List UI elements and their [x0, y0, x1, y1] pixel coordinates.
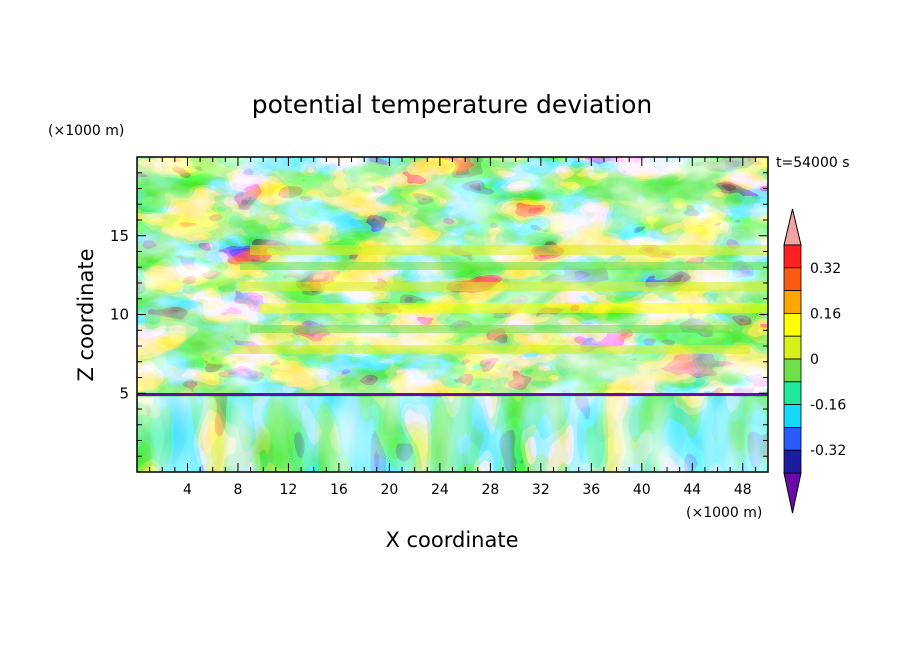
colorbar-swatch	[783, 290, 802, 314]
colorbar-swatch	[783, 426, 802, 451]
colorbar-extend-low	[783, 472, 802, 514]
x-tick-label: 32	[532, 482, 550, 498]
x-axis-label: X coordinate	[385, 528, 518, 552]
colorbar-swatch	[783, 244, 802, 269]
y-axis-label: Z coordinate	[74, 248, 98, 381]
colorbar-extend-high	[783, 208, 802, 246]
y-tick-label: 5	[119, 384, 129, 402]
colorbar-tick-label: 0.32	[810, 261, 841, 277]
field-upper	[137, 157, 768, 397]
boundary-layer-top	[137, 393, 768, 396]
mid-level-bands	[230, 245, 768, 354]
y-tick-label: 10	[110, 306, 129, 324]
colorbar-swatch	[783, 381, 802, 405]
y-unit-label: (×1000 m)	[48, 123, 124, 139]
x-tick-label: 8	[233, 482, 242, 498]
colorbar-swatch	[783, 267, 802, 291]
x-tick-label: 4	[183, 482, 192, 498]
x-tick-label: 16	[330, 482, 348, 498]
field-lower	[137, 395, 768, 472]
colorbar-tick-label: 0	[810, 352, 819, 368]
colorbar-tick-label: -0.32	[810, 443, 846, 459]
colorbar-tick-label: 0.16	[810, 306, 841, 322]
chart-title: potential temperature deviation	[252, 90, 652, 119]
colorbar-swatch	[783, 404, 802, 428]
y-tick-label: 15	[110, 227, 129, 245]
x-unit-label: (×1000 m)	[686, 505, 762, 521]
colorbar-tick-label: -0.16	[810, 398, 846, 414]
x-tick-label: 44	[683, 482, 701, 498]
colorbar-swatch	[783, 358, 802, 383]
time-label: t=54000 s	[776, 155, 850, 171]
colorbar-swatch	[783, 335, 802, 360]
x-tick-label: 20	[380, 482, 398, 498]
plot-area	[137, 157, 768, 472]
x-tick-label: 48	[734, 482, 752, 498]
x-tick-label: 12	[280, 482, 298, 498]
x-tick-label: 36	[582, 482, 600, 498]
x-tick-label: 24	[431, 482, 449, 498]
x-tick-label: 40	[633, 482, 651, 498]
colorbar-swatch	[783, 449, 802, 474]
colorbar: 0.32 0.16 0 -0.16 -0.32	[783, 208, 846, 514]
colorbar-swatch	[783, 312, 802, 337]
x-tick-label: 28	[481, 482, 499, 498]
